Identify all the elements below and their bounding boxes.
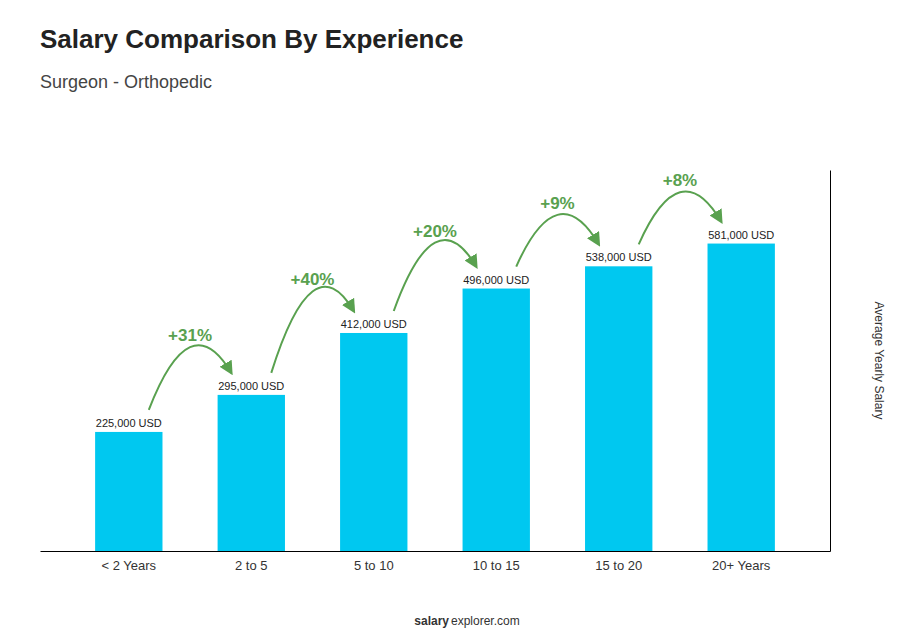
arrow xyxy=(149,345,231,410)
bar xyxy=(585,266,652,551)
x-tick: 5 to 10 xyxy=(354,558,394,573)
bar xyxy=(95,432,162,551)
annotation: +9% xyxy=(540,194,575,213)
bar xyxy=(708,244,775,551)
x-tick-label: < 2 Years xyxy=(102,558,157,573)
y-axis xyxy=(830,171,831,552)
annotation: +40% xyxy=(291,270,335,289)
data-labels: 225,000 USD 295,000 USD 412,000 USD 496,000… xyxy=(96,229,775,429)
x-tick-label: 20+ Years xyxy=(712,558,771,573)
annotation: +20% xyxy=(413,222,457,241)
annotations: +31% +40% +20% +9% +8% xyxy=(168,171,697,345)
bars xyxy=(95,244,775,551)
data-label: 412,000 USD xyxy=(341,318,407,330)
subtitle: Surgeon - Orthopedic xyxy=(40,72,212,92)
arrows xyxy=(149,191,721,409)
y-axis-title: Average Yearly Salary xyxy=(872,302,886,420)
x-tick-label: 10 to 15 xyxy=(473,558,520,573)
x-tick: < 2 Years xyxy=(102,558,157,573)
x-axis: < 2 Years 2 to 5 5 to 10 10 to 15 15 to 20 20… xyxy=(41,552,831,574)
bar xyxy=(340,333,407,551)
title: Salary Comparison By Experience xyxy=(40,24,463,54)
x-axis-line xyxy=(41,551,831,552)
y-axis-line xyxy=(830,171,831,552)
footer: explorer.com xyxy=(451,614,520,628)
data-label: 225,000 USD xyxy=(96,417,162,429)
data-label: 538,000 USD xyxy=(586,251,652,263)
x-tick: 20+ Years xyxy=(712,558,771,573)
chart: Salary Comparison By Experience Surgeon -… xyxy=(0,0,900,641)
bar xyxy=(218,395,285,551)
data-label: 496,000 USD xyxy=(463,274,529,286)
x-tick-label: 2 to 5 xyxy=(235,558,268,573)
footer: salary xyxy=(414,614,449,628)
x-tick-label: 5 to 10 xyxy=(354,558,394,573)
bar xyxy=(463,289,530,551)
data-label: 581,000 USD xyxy=(708,229,774,241)
data-label: 295,000 USD xyxy=(218,380,284,392)
annotation: +8% xyxy=(663,171,698,190)
x-tick: 15 to 20 xyxy=(595,558,642,573)
annotation: +31% xyxy=(168,326,212,345)
x-tick-label: 15 to 20 xyxy=(595,558,642,573)
x-tick: 2 to 5 xyxy=(235,558,268,573)
x-tick: 10 to 15 xyxy=(473,558,520,573)
